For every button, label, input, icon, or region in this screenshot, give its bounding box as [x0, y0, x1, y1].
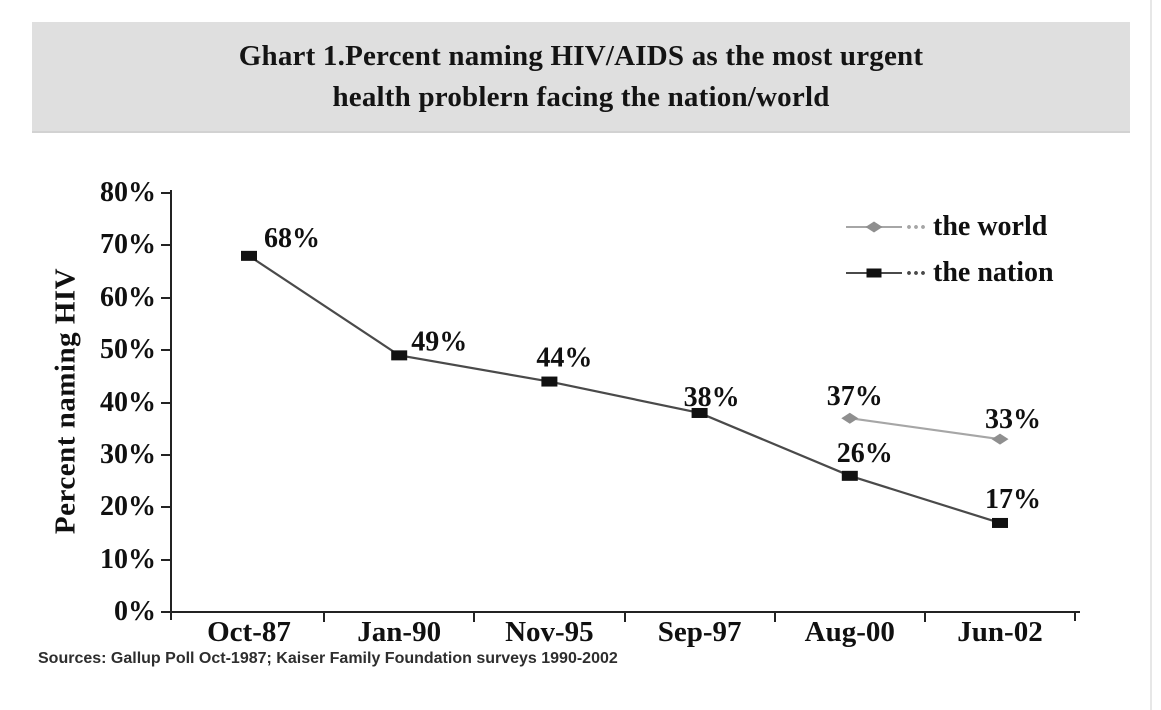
y-tick [161, 558, 171, 561]
legend-leader-dots: ... [906, 209, 927, 235]
y-tick-label: 50% [100, 334, 156, 366]
x-tick-label: Nov-95 [505, 616, 594, 648]
y-axis-line [170, 190, 172, 620]
square-marker-icon [866, 268, 882, 278]
y-tick [161, 401, 171, 404]
chart-title-line-2: health problern facing the nation/world [332, 80, 830, 113]
diamond-marker-icon [865, 221, 883, 233]
nation-line-sample [846, 268, 902, 278]
data-label: 68% [264, 223, 320, 254]
legend-item-nation: ... the nation [846, 250, 1054, 296]
y-tick-label: 60% [100, 281, 156, 313]
x-tick-label: Jan-90 [357, 616, 442, 648]
legend-item-world: ... the world [846, 204, 1054, 250]
x-tick-label: Jun-02 [957, 616, 1043, 648]
y-tick [161, 611, 171, 613]
x-tick [773, 613, 776, 622]
data-label: 17% [985, 484, 1041, 515]
y-tick-label: 10% [100, 543, 156, 575]
y-tick-label: 40% [100, 386, 156, 418]
source-note: Sources: Gallup Poll Oct-1987; Kaiser Fa… [38, 650, 618, 667]
x-tick [923, 613, 926, 622]
y-tick [161, 244, 171, 247]
x-tick [1074, 613, 1076, 621]
world-line-sample [846, 221, 902, 233]
square-marker-icon [541, 376, 558, 387]
x-tick [473, 613, 476, 622]
x-tick [323, 613, 326, 622]
y-tick [161, 192, 171, 194]
square-marker-icon [841, 470, 858, 481]
chart-title-line-1: Ghart 1.Percent naming HIV/AIDS as the m… [238, 39, 924, 72]
chart-title-band: Ghart 1.Percent naming HIV/AIDS as the m… [32, 22, 1130, 133]
y-tick-label: 30% [100, 438, 156, 470]
square-marker-icon [992, 517, 1008, 528]
y-tick [161, 453, 171, 456]
legend-leader-dots: ... [906, 255, 927, 281]
data-label: 33% [985, 404, 1041, 435]
data-label: 49% [411, 326, 467, 357]
x-tick-label: Sep-97 [657, 616, 742, 648]
scan-artifact-line [1150, 0, 1152, 710]
y-tick-label: 70% [100, 229, 156, 261]
legend: ... the world ... the nation [846, 204, 1054, 296]
y-tick [161, 506, 171, 509]
x-tick-label: Oct-87 [207, 616, 291, 648]
legend-label-nation: the nation [933, 257, 1054, 288]
y-tick [161, 349, 171, 352]
legend-label-world: the world [933, 211, 1048, 242]
y-tick-label: 20% [100, 491, 156, 523]
x-tick-label: Aug-00 [804, 616, 895, 648]
square-marker-icon [241, 250, 257, 261]
series-line-the-nation [248, 254, 1001, 525]
diamond-marker-icon [991, 433, 1009, 445]
data-label: 38% [684, 382, 740, 413]
square-marker-icon [391, 350, 408, 361]
x-axis-line [170, 611, 1080, 613]
y-tick [161, 296, 171, 299]
data-label: 44% [536, 343, 592, 374]
y-tick-label: 80% [100, 177, 156, 208]
data-label: 26% [837, 438, 893, 469]
data-label: 37% [827, 381, 883, 412]
y-tick-label: 0% [114, 596, 156, 627]
diamond-marker-icon [841, 412, 859, 424]
x-tick [623, 613, 626, 622]
series-line-the-world [849, 417, 1001, 441]
square-marker-icon [691, 407, 708, 418]
